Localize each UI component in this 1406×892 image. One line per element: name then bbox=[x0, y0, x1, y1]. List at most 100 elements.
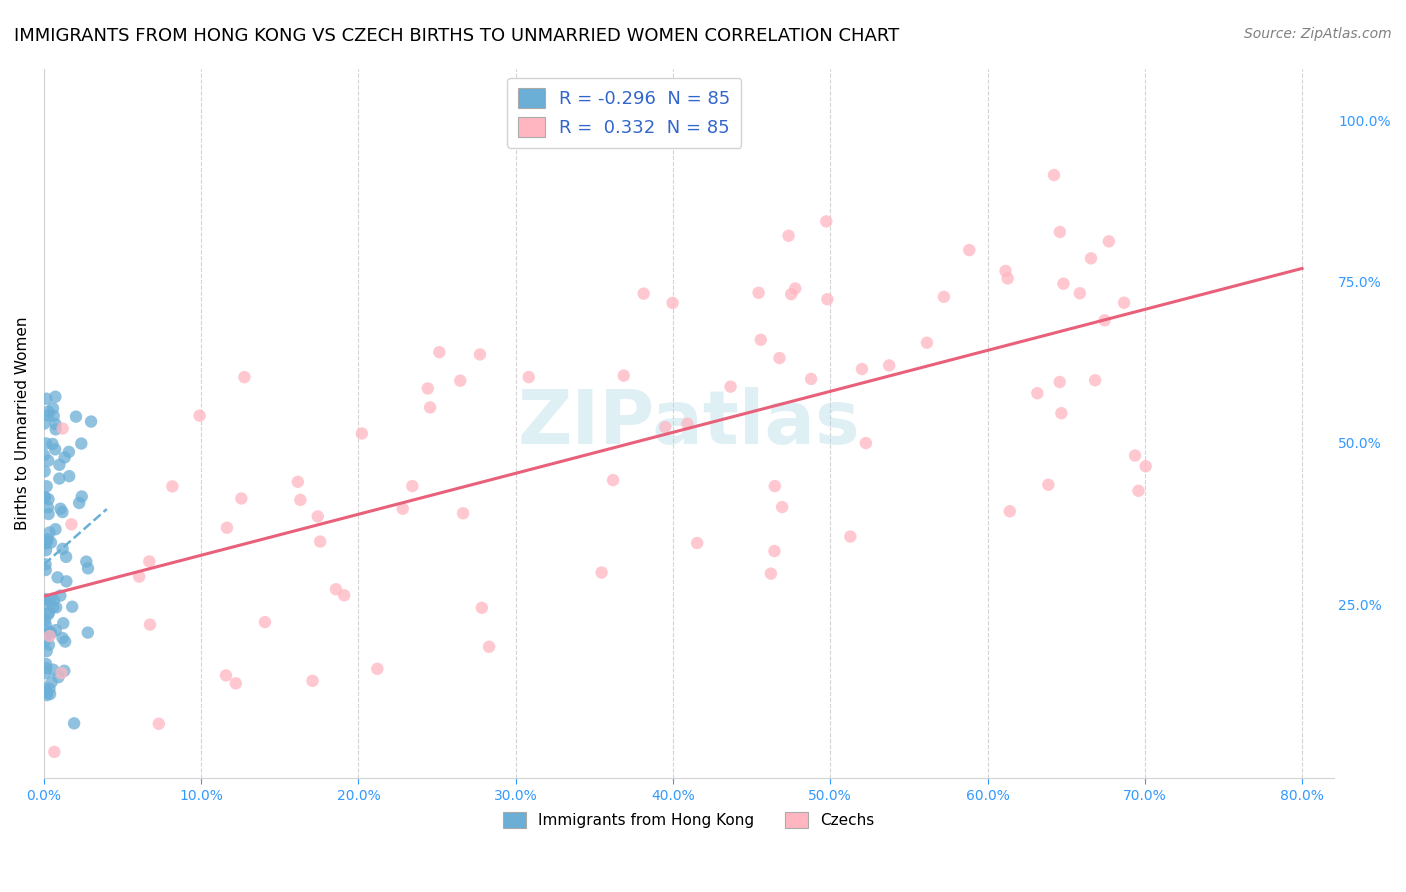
Point bbox=[471, 600, 494, 615]
Point bbox=[34, 490, 56, 504]
Point bbox=[1112, 295, 1135, 310]
Point bbox=[46, 570, 69, 584]
Point bbox=[770, 500, 793, 514]
Point bbox=[35, 436, 58, 450]
Point bbox=[51, 666, 73, 681]
Point bbox=[676, 417, 699, 431]
Point bbox=[215, 668, 238, 682]
Y-axis label: Births to Unmarried Women: Births to Unmarried Women bbox=[15, 317, 30, 530]
Point bbox=[591, 566, 613, 580]
Point bbox=[419, 401, 441, 415]
Point bbox=[63, 716, 86, 731]
Point bbox=[225, 676, 247, 690]
Point bbox=[749, 333, 772, 347]
Point bbox=[785, 281, 807, 295]
Point bbox=[307, 509, 329, 524]
Point bbox=[720, 379, 742, 393]
Point bbox=[45, 623, 67, 637]
Point bbox=[34, 665, 56, 680]
Point bbox=[1049, 375, 1071, 389]
Point bbox=[253, 615, 276, 629]
Point bbox=[34, 592, 56, 607]
Point bbox=[58, 469, 80, 483]
Point bbox=[34, 537, 56, 551]
Point bbox=[70, 490, 93, 504]
Point bbox=[517, 370, 540, 384]
Point bbox=[76, 625, 98, 640]
Point bbox=[759, 566, 782, 581]
Point bbox=[877, 359, 900, 373]
Point bbox=[1084, 373, 1107, 387]
Point bbox=[41, 675, 63, 690]
Point bbox=[37, 492, 59, 507]
Point bbox=[1043, 168, 1066, 182]
Point bbox=[35, 479, 58, 493]
Point bbox=[52, 541, 75, 556]
Point bbox=[215, 521, 238, 535]
Point bbox=[957, 243, 980, 257]
Point bbox=[49, 501, 72, 516]
Point bbox=[38, 629, 60, 643]
Point bbox=[613, 368, 636, 383]
Point bbox=[391, 501, 413, 516]
Point bbox=[53, 450, 76, 465]
Point bbox=[778, 228, 800, 243]
Point bbox=[51, 505, 73, 519]
Point bbox=[366, 662, 388, 676]
Point bbox=[35, 618, 58, 632]
Point bbox=[350, 426, 373, 441]
Point bbox=[686, 536, 709, 550]
Point bbox=[1050, 406, 1073, 420]
Point bbox=[45, 600, 67, 615]
Point bbox=[231, 491, 253, 506]
Point bbox=[654, 420, 676, 434]
Point bbox=[780, 287, 803, 301]
Point bbox=[800, 372, 823, 386]
Text: Source: ZipAtlas.com: Source: ZipAtlas.com bbox=[1244, 27, 1392, 41]
Point bbox=[53, 634, 76, 648]
Point bbox=[60, 517, 83, 532]
Point bbox=[427, 345, 450, 359]
Point bbox=[851, 362, 873, 376]
Point bbox=[290, 492, 312, 507]
Point bbox=[37, 500, 59, 515]
Point bbox=[34, 614, 56, 628]
Point bbox=[1128, 483, 1150, 498]
Point bbox=[855, 436, 877, 450]
Point bbox=[37, 453, 59, 467]
Point bbox=[48, 458, 70, 472]
Point bbox=[35, 688, 58, 702]
Point bbox=[478, 640, 501, 654]
Point bbox=[37, 409, 59, 423]
Point bbox=[55, 549, 77, 564]
Point bbox=[38, 681, 60, 696]
Point bbox=[49, 589, 72, 603]
Point bbox=[44, 417, 66, 431]
Point bbox=[39, 687, 62, 701]
Point bbox=[51, 631, 73, 645]
Point bbox=[44, 390, 66, 404]
Point bbox=[333, 588, 356, 602]
Point bbox=[55, 574, 77, 589]
Point bbox=[53, 664, 76, 678]
Point bbox=[75, 555, 97, 569]
Point bbox=[48, 670, 70, 684]
Point bbox=[60, 599, 83, 614]
Point bbox=[34, 597, 56, 611]
Point bbox=[1038, 477, 1060, 491]
Point bbox=[815, 292, 838, 306]
Point bbox=[45, 422, 67, 436]
Point bbox=[42, 600, 65, 615]
Point bbox=[35, 657, 58, 671]
Point bbox=[748, 285, 770, 300]
Point bbox=[58, 445, 80, 459]
Point bbox=[52, 421, 75, 435]
Point bbox=[139, 617, 162, 632]
Point bbox=[763, 479, 786, 493]
Point bbox=[38, 606, 60, 620]
Point bbox=[763, 544, 786, 558]
Text: ZIPatlas: ZIPatlas bbox=[517, 387, 860, 460]
Point bbox=[32, 448, 55, 462]
Point bbox=[39, 535, 62, 549]
Point bbox=[38, 638, 60, 652]
